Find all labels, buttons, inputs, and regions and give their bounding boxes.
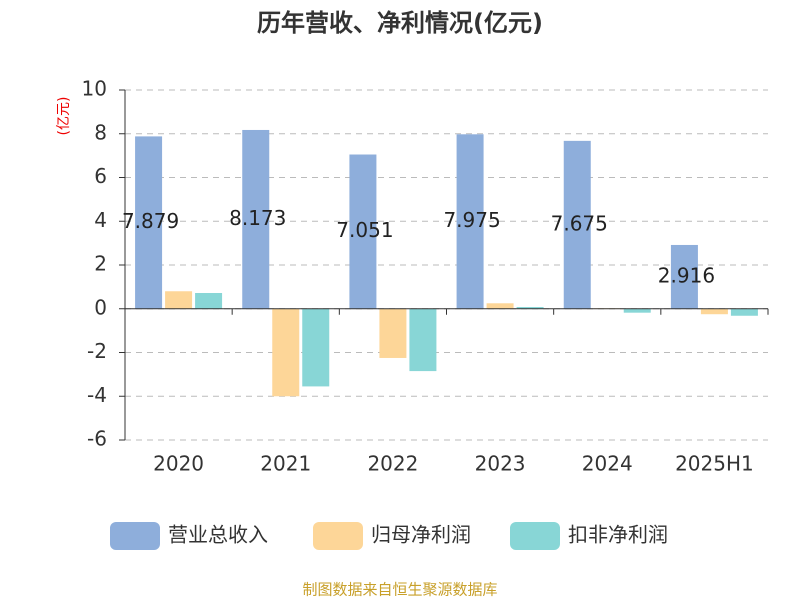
bar bbox=[135, 136, 163, 309]
bar bbox=[623, 308, 651, 313]
bar bbox=[379, 308, 407, 358]
x-tick-label: 2023 bbox=[475, 452, 526, 476]
chart-title: 历年营收、净利情况(亿元) bbox=[257, 9, 543, 37]
x-tick-label: 2025H1 bbox=[675, 452, 754, 476]
y-tick-label: 10 bbox=[82, 77, 107, 101]
y-tick-label: 4 bbox=[94, 208, 107, 232]
x-tick-label: 2020 bbox=[153, 452, 204, 476]
y-tick-label: 0 bbox=[94, 295, 107, 319]
legend-label: 扣非净利润 bbox=[568, 523, 668, 547]
bar bbox=[730, 308, 758, 316]
x-tick-label: 2022 bbox=[367, 452, 418, 476]
legend-swatch bbox=[110, 522, 160, 550]
bar bbox=[242, 129, 270, 309]
bar bbox=[272, 308, 300, 397]
source-note: 制图数据来自恒生聚源数据库 bbox=[302, 581, 497, 599]
value-label: 7.051 bbox=[336, 218, 393, 242]
legend-label: 营业总收入 bbox=[168, 523, 268, 547]
bar bbox=[486, 303, 514, 309]
bar bbox=[516, 307, 544, 309]
bar bbox=[195, 293, 223, 309]
y-tick-label: 6 bbox=[94, 164, 107, 188]
legend-swatch bbox=[510, 522, 560, 550]
y-tick-label: -4 bbox=[87, 383, 107, 407]
bar bbox=[456, 134, 484, 309]
value-label: 7.975 bbox=[443, 208, 500, 232]
bar bbox=[563, 140, 591, 309]
y-tick-label: 2 bbox=[94, 252, 107, 276]
value-label: 7.879 bbox=[122, 209, 179, 233]
bar bbox=[165, 291, 193, 309]
bar bbox=[409, 308, 437, 372]
y-tick-label: -6 bbox=[87, 427, 107, 451]
value-label: 8.173 bbox=[229, 206, 286, 230]
bar bbox=[700, 308, 728, 315]
legend-swatch bbox=[313, 522, 363, 550]
value-label: 7.675 bbox=[551, 211, 608, 235]
x-tick-label: 2021 bbox=[260, 452, 311, 476]
y-tick-label: 8 bbox=[94, 120, 107, 144]
bar bbox=[349, 154, 377, 309]
y-axis-label: (亿元) bbox=[56, 97, 72, 136]
bar bbox=[302, 308, 330, 387]
x-tick-label: 2024 bbox=[582, 452, 633, 476]
bar bbox=[670, 244, 698, 309]
y-tick-label: -2 bbox=[87, 339, 107, 363]
legend-label: 归母净利润 bbox=[371, 523, 471, 547]
value-label: 2.916 bbox=[658, 263, 715, 287]
